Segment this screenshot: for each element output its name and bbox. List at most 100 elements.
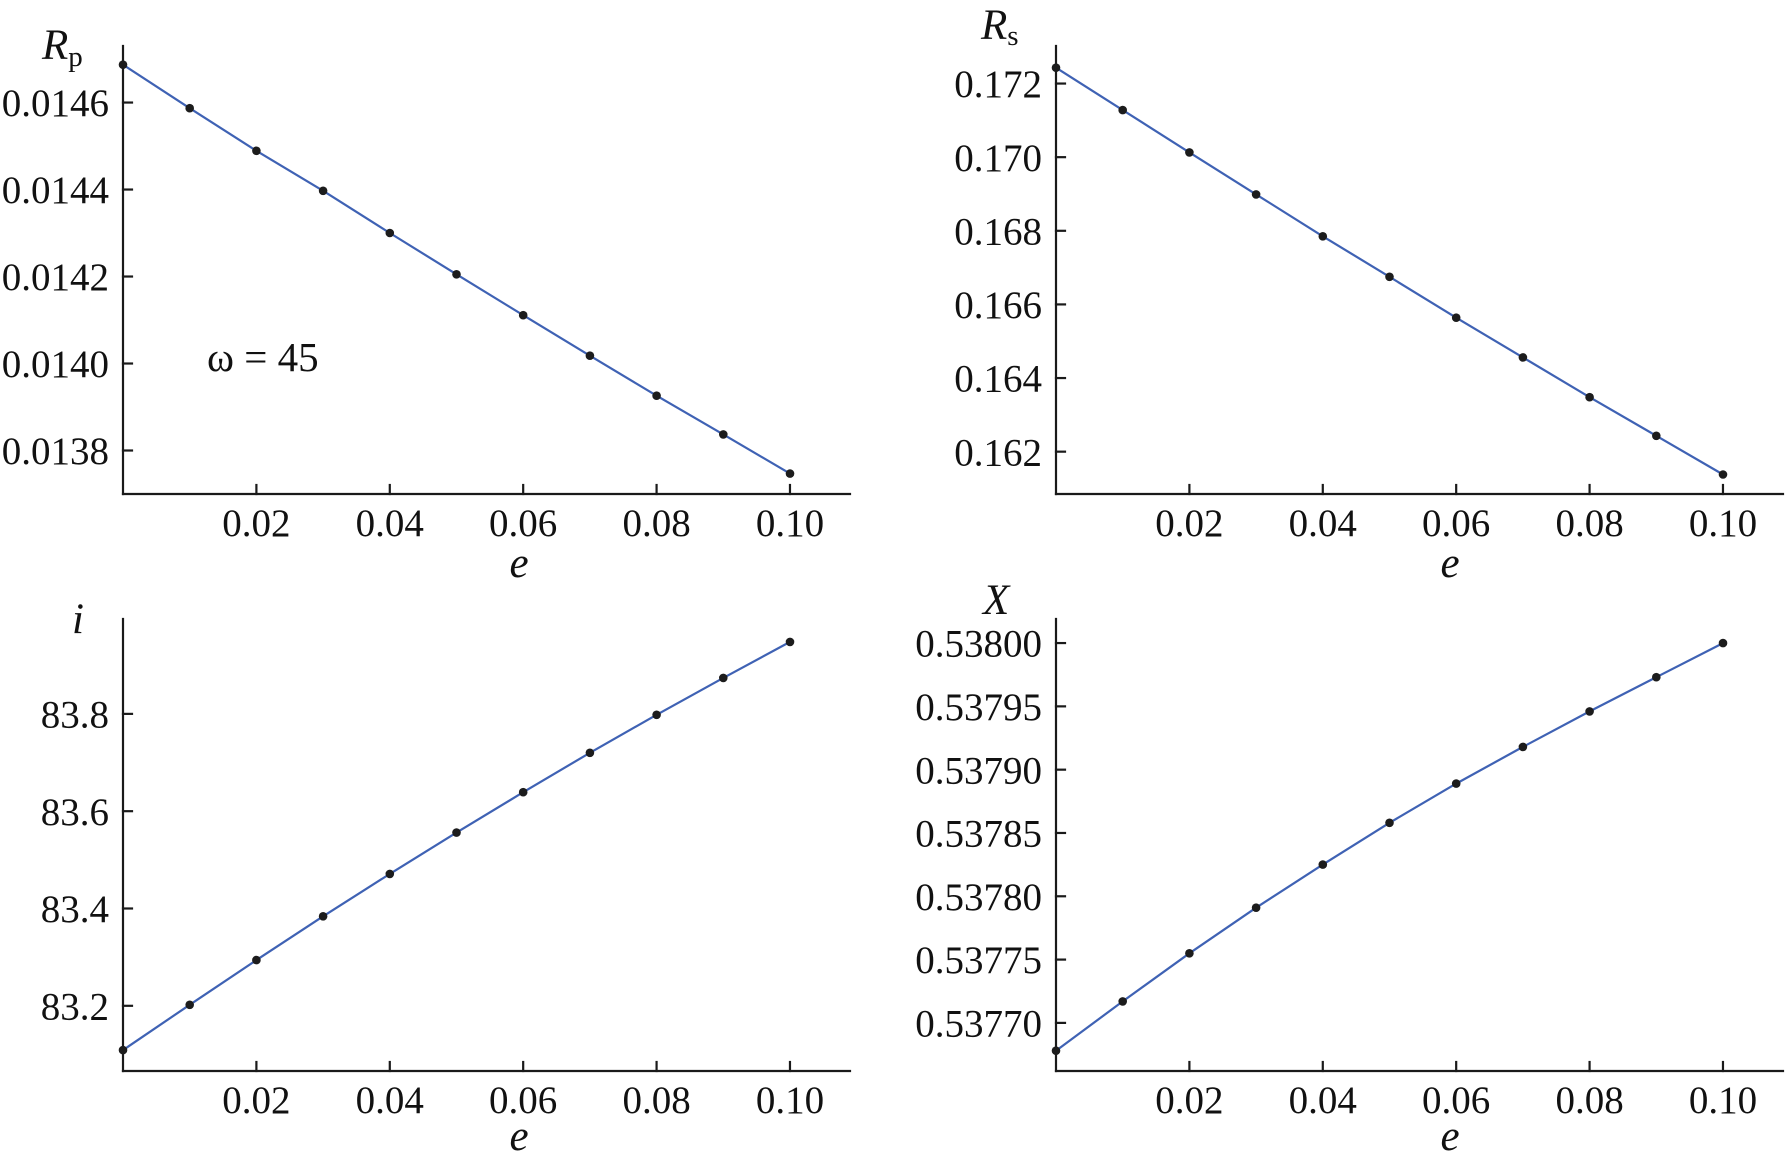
- panel-rs-vs-e: Rs e 0.02 0.04 0.06 0.08 0.10 0.162 0.164 0.166…: [954, 2, 1785, 587]
- data-point: [1251, 903, 1261, 912]
- data-point: [318, 186, 328, 196]
- series-line: [122, 63, 791, 475]
- series-line: [1055, 642, 1724, 1052]
- x-tick-label: 0.04: [1289, 1079, 1357, 1122]
- y-tick-label: 0.164: [954, 358, 1042, 401]
- x-tick-label: 0.10: [756, 1079, 824, 1122]
- x-tick-label: 0.08: [1555, 1079, 1623, 1122]
- data-point: [185, 1000, 194, 1010]
- y-tick-label: 0.168: [954, 210, 1042, 253]
- y-tick-label: 0.166: [954, 284, 1042, 327]
- y-tick-label: 0.53770: [915, 1003, 1042, 1046]
- data-point: [1051, 1046, 1061, 1055]
- data-point: [1185, 949, 1194, 958]
- y-tick-label: 0.162: [954, 431, 1042, 474]
- y-tick-label: 0.53790: [915, 749, 1042, 792]
- y-tick-label: 0.53800: [915, 623, 1042, 666]
- series-line: [1055, 66, 1724, 476]
- y-tick-label: 83.6: [41, 791, 109, 834]
- data-point: [1318, 860, 1328, 869]
- data-point: [652, 391, 661, 401]
- x-tick-label: 0.02: [1155, 1079, 1223, 1122]
- y-tick-label: 0.53795: [915, 686, 1042, 729]
- y-tick-label: 83.4: [41, 888, 109, 931]
- x-tick-label: 0.04: [356, 502, 424, 545]
- y-tick-label: 0.53785: [915, 813, 1042, 856]
- y-tick-label: 0.0138: [2, 430, 109, 473]
- data-point: [1318, 232, 1328, 241]
- x-tick-label: 0.02: [222, 1079, 290, 1122]
- data-point: [1718, 470, 1728, 479]
- data-point: [719, 430, 728, 439]
- x-tick-label: 0.10: [1689, 1079, 1757, 1122]
- y-tick-label: 0.53780: [915, 876, 1042, 919]
- data-point: [318, 912, 328, 921]
- x-tick-label: 0.08: [1555, 502, 1623, 545]
- panel-x-vs-e: X e 0.02 0.04 0.06 0.08 0.10 0.53770 0.53775 0.…: [915, 577, 1785, 1160]
- x-axis-label: e: [509, 540, 528, 587]
- data-point: [1718, 638, 1728, 648]
- y-tick-label: 0.172: [954, 63, 1042, 106]
- panel-i-vs-e: i e 0.02 0.04 0.06 0.08 0.10 83.2 83.4 83.6 83.8: [41, 596, 852, 1160]
- data-point: [719, 673, 728, 683]
- x-tick-label: 0.04: [356, 1079, 424, 1122]
- y-axis-label-symbol: R: [41, 22, 68, 69]
- data-point: [518, 310, 528, 320]
- x-tick-label: 0.08: [622, 1079, 690, 1122]
- y-axis-label: Rs: [980, 2, 1019, 52]
- y-axis-label-subscript: p: [68, 41, 83, 73]
- data-point: [1518, 742, 1528, 752]
- data-point: [452, 828, 461, 837]
- data-point: [785, 469, 795, 478]
- x-tick-label: 0.06: [1422, 1079, 1490, 1122]
- x-tick-label: 0.10: [756, 502, 824, 545]
- panel-rp-vs-e: Rp e ω = 45 0.02 0.04 0.06 0.08 0.10 0.0138 0.…: [2, 22, 852, 587]
- x-axis-label: e: [1440, 1113, 1459, 1160]
- data-point: [252, 146, 261, 156]
- x-tick-label: 0.06: [489, 1079, 557, 1122]
- y-axis-label-symbol: R: [980, 2, 1007, 49]
- data-point: [385, 228, 395, 238]
- data-point: [185, 103, 194, 113]
- data-point: [1585, 392, 1594, 402]
- data-point: [1118, 997, 1127, 1006]
- x-tick-label: 0.06: [489, 502, 557, 545]
- data-point: [652, 710, 661, 720]
- data-point: [518, 787, 528, 797]
- y-tick-label: 83.2: [41, 985, 109, 1028]
- data-point: [118, 60, 128, 69]
- data-point: [585, 748, 595, 758]
- data-point: [785, 637, 795, 647]
- x-tick-label: 0.10: [1689, 502, 1757, 545]
- y-axis-label: Rp: [41, 22, 83, 73]
- data-point: [1518, 353, 1528, 362]
- x-tick-label: 0.08: [622, 502, 690, 545]
- y-tick-label: 0.170: [954, 137, 1042, 180]
- x-tick-label: 0.06: [1422, 502, 1490, 545]
- data-point: [1051, 63, 1061, 72]
- series-line: [122, 640, 791, 1052]
- y-tick-label: 83.8: [41, 694, 109, 737]
- data-point: [452, 270, 461, 279]
- data-point: [1451, 313, 1461, 323]
- x-tick-label: 0.04: [1289, 502, 1357, 545]
- data-point: [585, 351, 595, 361]
- y-tick-label: 0.0146: [2, 82, 109, 125]
- annotation-omega: ω = 45: [207, 334, 319, 380]
- y-axis-label-subscript: s: [1007, 20, 1018, 52]
- data-point: [385, 869, 395, 879]
- x-tick-label: 0.02: [1155, 502, 1223, 545]
- data-point: [1652, 672, 1661, 682]
- y-tick-label: 0.0140: [2, 343, 109, 386]
- x-tick-label: 0.02: [222, 502, 290, 545]
- data-point: [1451, 779, 1461, 788]
- data-point: [1652, 431, 1661, 441]
- y-tick-label: 0.0142: [2, 256, 109, 299]
- data-point: [118, 1045, 128, 1055]
- y-axis-label: X: [981, 577, 1011, 624]
- data-point: [1385, 818, 1394, 828]
- x-axis-label: e: [1440, 540, 1459, 587]
- data-point: [1251, 190, 1261, 199]
- data-point: [1585, 707, 1594, 716]
